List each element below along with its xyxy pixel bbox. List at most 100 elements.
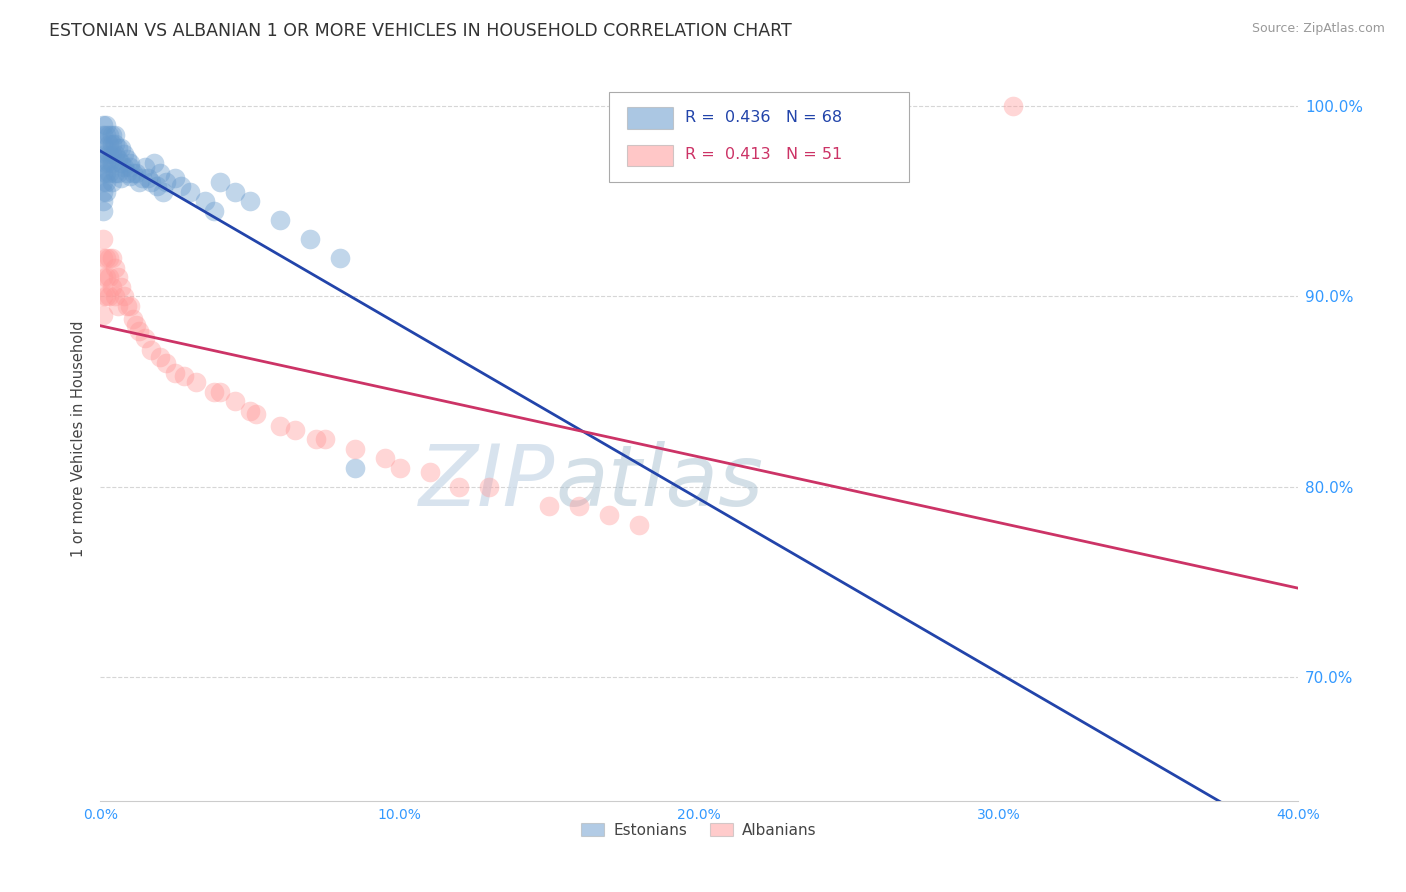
Point <box>568 499 591 513</box>
Point <box>224 185 246 199</box>
Point <box>478 480 501 494</box>
Point <box>107 141 129 155</box>
Point <box>91 156 114 170</box>
Point <box>91 118 114 132</box>
Point <box>94 289 117 303</box>
Point <box>269 418 291 433</box>
Point <box>208 384 231 399</box>
Point <box>91 309 114 323</box>
Point <box>143 156 166 170</box>
Point <box>91 175 114 189</box>
Point <box>134 331 156 345</box>
Point <box>628 517 651 532</box>
Point <box>104 166 127 180</box>
Text: R =  0.413   N = 51: R = 0.413 N = 51 <box>685 147 842 162</box>
Point <box>98 137 121 152</box>
FancyBboxPatch shape <box>627 145 672 167</box>
Point <box>91 252 114 266</box>
Point <box>208 175 231 189</box>
Point <box>245 408 267 422</box>
Point <box>94 118 117 132</box>
Point <box>110 156 132 170</box>
Point <box>94 128 117 142</box>
Point <box>149 351 172 365</box>
Point <box>538 499 561 513</box>
Point <box>184 375 207 389</box>
Point <box>120 160 142 174</box>
Legend: Estonians, Albanians: Estonians, Albanians <box>575 816 823 844</box>
Point <box>98 166 121 180</box>
Point <box>120 299 142 313</box>
Point <box>239 194 262 209</box>
Point <box>112 160 135 174</box>
Point <box>112 289 135 303</box>
Point <box>91 289 114 303</box>
Text: ESTONIAN VS ALBANIAN 1 OR MORE VEHICLES IN HOUSEHOLD CORRELATION CHART: ESTONIAN VS ALBANIAN 1 OR MORE VEHICLES … <box>49 22 792 40</box>
Point <box>91 137 114 152</box>
Point <box>449 480 471 494</box>
Point <box>125 166 148 180</box>
Point <box>91 194 114 209</box>
Point <box>91 203 114 218</box>
Point <box>122 166 145 180</box>
Point <box>163 366 186 380</box>
Point <box>91 146 114 161</box>
Point <box>104 289 127 303</box>
Point <box>194 194 217 209</box>
Point <box>91 166 114 180</box>
FancyBboxPatch shape <box>609 92 908 182</box>
Point <box>173 369 195 384</box>
Point <box>101 137 124 152</box>
Point <box>104 146 127 161</box>
Point <box>94 166 117 180</box>
Text: Source: ZipAtlas.com: Source: ZipAtlas.com <box>1251 22 1385 36</box>
Point <box>101 252 124 266</box>
Point <box>179 185 201 199</box>
Point <box>91 185 114 199</box>
Point <box>298 232 321 246</box>
Text: atlas: atlas <box>555 441 763 524</box>
Point <box>110 280 132 294</box>
Point <box>1002 99 1025 113</box>
Point <box>239 403 262 417</box>
Point <box>269 213 291 227</box>
Point <box>128 324 150 338</box>
FancyBboxPatch shape <box>627 107 672 128</box>
Point <box>343 442 366 456</box>
Point <box>418 465 440 479</box>
Point <box>101 280 124 294</box>
Point <box>146 178 169 193</box>
Text: R =  0.436   N = 68: R = 0.436 N = 68 <box>685 110 842 125</box>
Point <box>155 356 177 370</box>
Point <box>120 169 142 184</box>
Point <box>98 270 121 285</box>
Point <box>91 232 114 246</box>
Point <box>104 128 127 142</box>
Point <box>202 203 225 218</box>
Point <box>136 171 159 186</box>
Point <box>98 128 121 142</box>
Point <box>107 270 129 285</box>
Point <box>98 156 121 170</box>
Point <box>101 175 124 189</box>
Point <box>110 171 132 186</box>
Point <box>202 384 225 399</box>
Point <box>101 146 124 161</box>
Point <box>94 156 117 170</box>
Point <box>374 451 396 466</box>
Point <box>139 175 162 189</box>
Point <box>122 312 145 326</box>
Point <box>94 146 117 161</box>
Point <box>224 394 246 409</box>
Point <box>284 423 307 437</box>
Point <box>149 166 172 180</box>
Point <box>598 508 620 523</box>
Point <box>94 252 117 266</box>
Point <box>125 318 148 332</box>
Point <box>170 178 193 193</box>
Point <box>115 166 138 180</box>
Point <box>388 460 411 475</box>
Y-axis label: 1 or more Vehicles in Household: 1 or more Vehicles in Household <box>72 321 86 558</box>
Point <box>115 153 138 167</box>
Point <box>343 460 366 475</box>
